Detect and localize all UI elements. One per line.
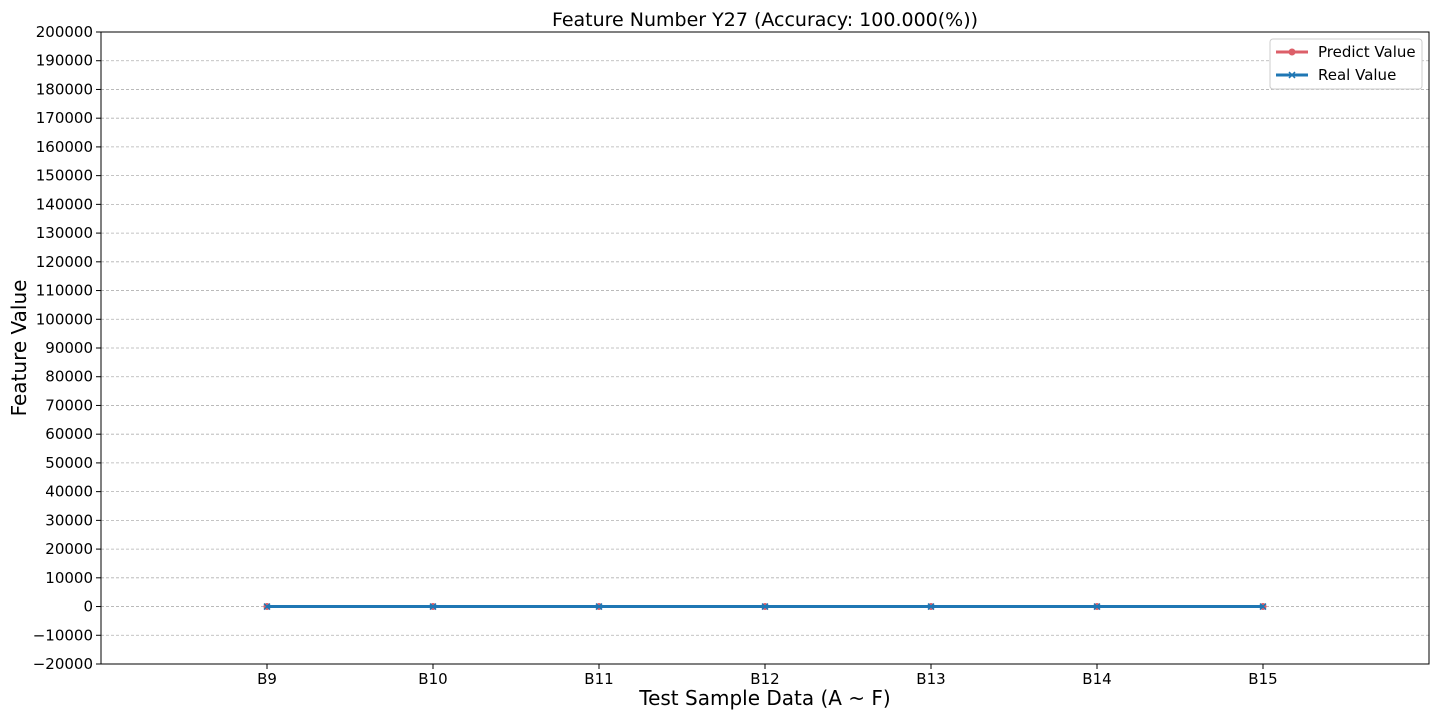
legend-label: Real Value bbox=[1318, 66, 1396, 84]
y-tick-label: 130000 bbox=[36, 224, 93, 242]
y-tick-label: −10000 bbox=[33, 626, 93, 644]
series-point bbox=[595, 603, 603, 611]
y-tick-label: 70000 bbox=[45, 396, 93, 414]
y-tick-label: 60000 bbox=[45, 425, 93, 443]
series-point bbox=[761, 603, 769, 611]
y-axis-label: Feature Value bbox=[7, 280, 31, 417]
series-point bbox=[263, 603, 271, 611]
y-tick-label: 180000 bbox=[36, 80, 93, 98]
y-tick-label: 190000 bbox=[36, 52, 93, 70]
y-tick-label: 10000 bbox=[45, 569, 93, 587]
y-tick-label: 0 bbox=[83, 598, 93, 616]
x-axis-ticks: B9 B10 B11 B12 B13 B14 B15 bbox=[257, 664, 1278, 688]
legend-marker bbox=[1288, 48, 1296, 56]
series-point bbox=[1093, 603, 1101, 611]
x-tick-label: B14 bbox=[1082, 670, 1111, 688]
plot-frame bbox=[100, 31, 1430, 665]
x-tick-label: B10 bbox=[418, 670, 447, 688]
series-point bbox=[1259, 603, 1267, 611]
x-tick-label: B12 bbox=[750, 670, 779, 688]
series-point bbox=[429, 603, 437, 611]
y-tick-label: 80000 bbox=[45, 368, 93, 386]
y-tick-label: 30000 bbox=[45, 511, 93, 529]
x-tick-label: B9 bbox=[257, 670, 277, 688]
y-tick-label: 170000 bbox=[36, 109, 93, 127]
y-tick-label: 200000 bbox=[36, 23, 93, 41]
y-tick-label: 90000 bbox=[45, 339, 93, 357]
legend-label: Predict Value bbox=[1318, 43, 1416, 61]
y-tick-label: 120000 bbox=[36, 253, 93, 271]
y-axis-ticks: −20000 −10000 0 10000 20000 30000 40000 50000 60… bbox=[33, 23, 101, 673]
series-point bbox=[927, 603, 935, 611]
series-group bbox=[263, 603, 1267, 611]
x-tick-label: B13 bbox=[916, 670, 945, 688]
y-tick-label: 100000 bbox=[36, 310, 93, 328]
y-tick-label: 150000 bbox=[36, 167, 93, 185]
chart-title: Feature Number Y27 (Accuracy: 100.000(%)… bbox=[552, 9, 978, 31]
y-tick-label: 50000 bbox=[45, 454, 93, 472]
grid-lines bbox=[101, 60, 1429, 636]
x-tick-label: B15 bbox=[1248, 670, 1277, 688]
y-tick-label: 160000 bbox=[36, 138, 93, 156]
y-tick-label: 20000 bbox=[45, 540, 93, 558]
x-tick-label: B11 bbox=[584, 670, 613, 688]
x-axis-label: Test Sample Data (A ~ F) bbox=[638, 686, 890, 710]
y-tick-label: 140000 bbox=[36, 195, 93, 213]
y-tick-label: −20000 bbox=[33, 655, 93, 673]
y-tick-label: 40000 bbox=[45, 483, 93, 501]
legend-marker bbox=[1288, 71, 1296, 79]
y-tick-label: 110000 bbox=[36, 282, 93, 300]
legend: Predict Value Real Value bbox=[1269, 38, 1423, 90]
